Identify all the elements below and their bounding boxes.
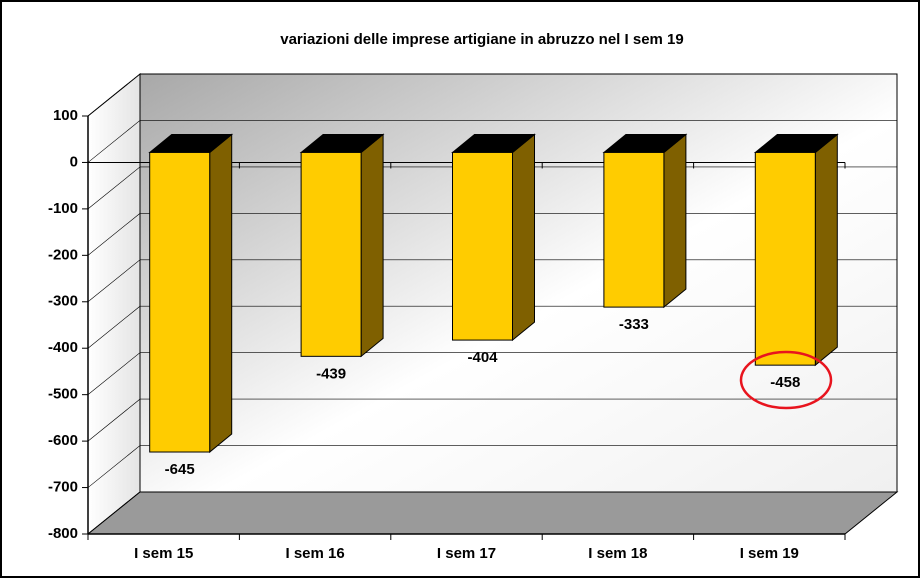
bar-side [814,133,838,367]
y-tick-label: -300 [48,293,78,310]
y-tick-label: 100 [53,107,78,124]
grid-line [87,120,897,163]
floor [86,491,899,535]
highlight-ellipse [739,350,833,410]
bar-side [663,133,687,309]
y-tick-label: -100 [48,200,78,217]
bar-side [360,133,384,358]
x-tick-label: I sem 18 [588,545,647,562]
y-tick-label: -400 [48,339,78,356]
grid-line [87,491,897,535]
data-label: -439 [316,365,346,382]
data-label: -458 [770,374,800,391]
y-tick-label: -200 [48,246,78,263]
bar-side [512,133,535,342]
grid-line [87,73,897,117]
x-tick-label: I sem 16 [285,545,344,562]
y-tick-label: 0 [70,153,78,170]
bar [300,151,362,357]
grid-line [87,445,897,488]
bar-side [209,133,233,454]
chart-title: variazioni delle imprese artigiane in ab… [280,31,683,48]
bar [754,151,816,366]
side-wall [87,72,141,536]
x-tick-label: I sem 19 [740,545,799,562]
bar [603,151,665,308]
x-tick-label: I sem 15 [134,545,193,562]
grid-line [87,398,897,442]
y-tick-label: -500 [48,386,78,403]
data-label: -404 [467,349,498,366]
data-label: -645 [165,461,195,478]
y-tick-label: -800 [48,525,78,542]
bars: -645 -439 -404 -333 -458 [148,133,839,478]
axes: -800 -700 -600 -500 -400 -300 -200 -100 0 100 I se… [48,107,846,562]
grid-line [87,352,897,395]
data-label: -333 [619,316,649,333]
bar [149,151,211,453]
bar [452,151,513,341]
x-tick-label: I sem 17 [437,545,496,562]
y-tick-label: -600 [48,432,78,449]
y-tick-label: -700 [48,479,78,496]
